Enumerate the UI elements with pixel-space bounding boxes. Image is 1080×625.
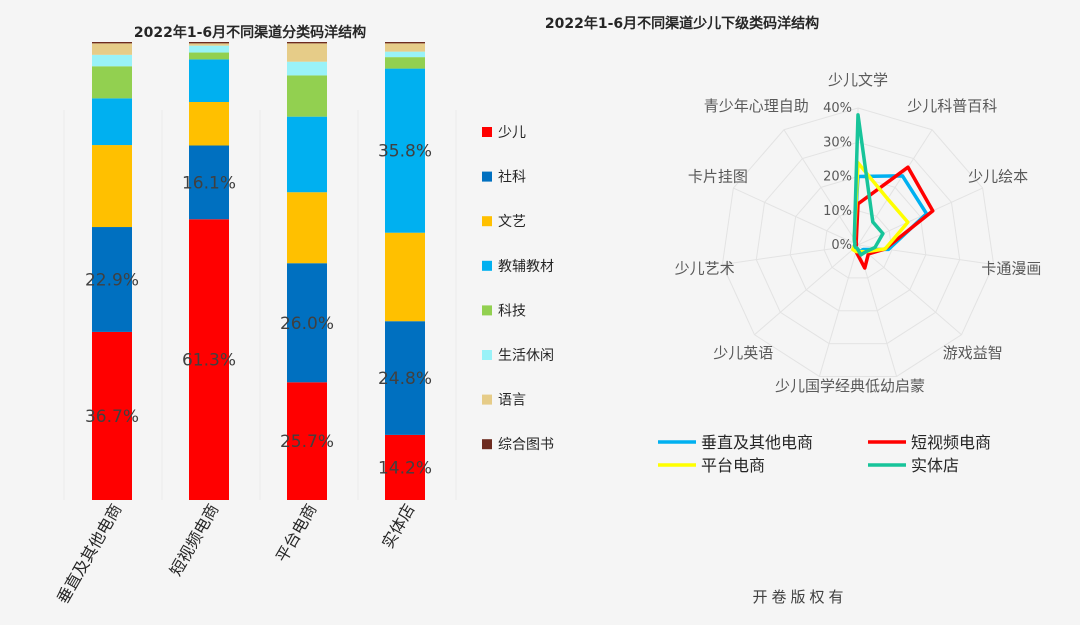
radar-spoke <box>818 244 859 377</box>
bar-segment <box>92 98 132 146</box>
radar-grid-ring <box>755 141 961 345</box>
radar-axis-label: 少儿科普百科 <box>907 97 997 115</box>
bar-segment <box>385 434 425 500</box>
bar-segment <box>385 57 425 69</box>
bar-data-label: 24.8% <box>378 369 432 389</box>
bar-segment <box>385 42 425 44</box>
radar-spoke <box>783 129 859 246</box>
legend-label: 教辅教材 <box>498 259 554 275</box>
bar-segment <box>287 192 327 264</box>
bar-segment <box>92 331 132 500</box>
bar-segment <box>385 321 425 435</box>
legend-swatch <box>482 171 492 182</box>
radar-tick-label: 20% <box>823 170 852 185</box>
radar-spoke <box>857 129 933 246</box>
legend-label: 生活休闲 <box>498 348 554 364</box>
bar-segment <box>385 68 425 233</box>
bar-data-label: 61.3% <box>182 351 236 371</box>
bar-segment <box>189 45 229 53</box>
bar-segment <box>92 42 132 44</box>
radar-spoke <box>754 244 859 336</box>
bar-segment <box>287 43 327 62</box>
radar-chart-title: 2022年1-6月不同渠道少儿下级类码洋结构 <box>545 15 819 32</box>
bar-segment <box>287 75 327 117</box>
bar-segment <box>287 263 327 383</box>
bar-segment <box>287 116 327 193</box>
radar-axis-label: 卡片挂图 <box>688 167 748 185</box>
legend-label: 科技 <box>498 303 526 319</box>
radar-axis-label: 少儿国学经典低幼启蒙 <box>775 377 925 395</box>
bar-data-label: 25.7% <box>280 432 334 452</box>
radar-axis-label: 少儿绘本 <box>968 167 1028 185</box>
bar-chart-title: 2022年1-6月不同渠道分类码洋结构 <box>134 24 366 41</box>
bar-segment <box>92 43 132 55</box>
bar-segment <box>385 43 425 52</box>
bar-segment <box>287 61 327 76</box>
legend-swatch <box>482 305 492 316</box>
radar-tick-label: 30% <box>823 135 852 150</box>
radar-chart: 2022年1-6月不同渠道少儿下级类码洋结构 0% 10% 20% 30% 40% 少儿文学… <box>545 15 1041 475</box>
legend-swatch <box>482 350 492 360</box>
legend-swatch <box>482 394 492 405</box>
radar-tick-label: 10% <box>823 204 852 219</box>
radar-axis-label: 青少年心理自助 <box>704 97 809 115</box>
bar-segment <box>189 145 229 220</box>
bar-data-label: 14.2% <box>378 458 432 478</box>
bar-segment <box>287 42 327 44</box>
legend-swatch <box>482 127 492 137</box>
bar-segment <box>189 59 229 102</box>
bar-segment <box>287 382 327 500</box>
bar-segment <box>189 43 229 46</box>
legend-label: 语言 <box>498 393 526 409</box>
legend-label: 社科 <box>498 170 526 186</box>
radar-series-line <box>852 113 885 257</box>
legend-swatch <box>482 216 492 227</box>
stacked-bar-chart: 2022年1-6月不同渠道分类码洋结构 36.7% 22.9% 垂直及其他电商 61.3… <box>53 24 554 607</box>
radar-tick-label: 0% <box>831 238 852 253</box>
radar-spoke <box>857 244 962 336</box>
bar-category-label: 垂直及其他电商 <box>53 501 125 608</box>
bar-segment <box>189 42 229 44</box>
legend-label: 文艺 <box>498 214 526 230</box>
radar-grid-ring <box>789 175 927 312</box>
radar-grid-ring <box>721 107 995 377</box>
radar-axis-label: 游戏益智 <box>943 344 1003 362</box>
copyright-text: 开卷版权有 <box>752 588 847 606</box>
radar-legend-label: 垂直及其他电商 <box>701 433 813 452</box>
radar-grid-ring <box>823 210 893 279</box>
radar-spoke <box>857 187 983 246</box>
bar-data-label: 36.7% <box>85 407 139 427</box>
radar-axis-label: 少儿英语 <box>713 344 773 362</box>
bar-segment <box>189 219 229 500</box>
legend-swatch <box>482 439 492 450</box>
bar-category-label: 平台电商 <box>272 501 320 566</box>
bar-data-label: 22.9% <box>85 270 139 290</box>
bar-segment <box>92 145 132 228</box>
bar-segment <box>92 227 132 332</box>
radar-spoke <box>733 187 859 246</box>
bar-category-label: 实体店 <box>378 501 418 552</box>
radar-axis-label: 卡通漫画 <box>981 259 1041 277</box>
bar-segment <box>92 54 132 67</box>
bar-data-label: 16.1% <box>182 173 236 193</box>
radar-tick-label: 40% <box>823 101 852 116</box>
bar-segment <box>92 66 132 99</box>
radar-legend-label: 平台电商 <box>701 456 765 475</box>
legend-swatch <box>482 260 492 271</box>
bar-segment <box>189 52 229 60</box>
radar-axis-label: 少儿艺术 <box>675 259 735 277</box>
bar-data-label: 26.0% <box>280 314 334 334</box>
radar-spoke <box>722 244 859 265</box>
radar-legend-label: 实体店 <box>911 456 959 475</box>
bar-category-label: 短视频电商 <box>166 501 222 580</box>
bar-segment <box>385 232 425 322</box>
bar-segment <box>189 101 229 146</box>
bar-data-label: 35.8% <box>378 142 432 162</box>
radar-axis-label: 少儿文学 <box>828 71 888 89</box>
radar-legend-label: 短视频电商 <box>911 433 991 452</box>
legend-label: 少儿 <box>498 125 526 141</box>
legend-label: 综合图书 <box>498 437 554 453</box>
bar-segment <box>385 51 425 58</box>
